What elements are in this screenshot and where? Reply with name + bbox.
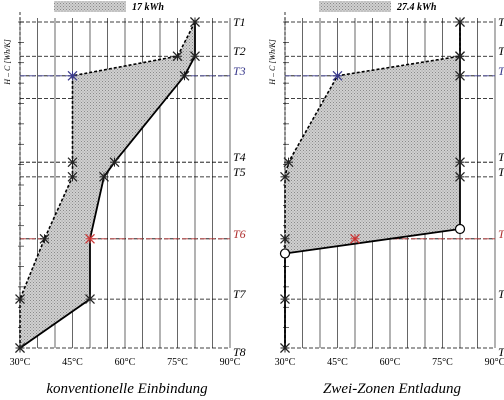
- data-point-marker: [280, 233, 290, 244]
- caption-right: Zwei-Zonen Entladung: [323, 381, 461, 397]
- open-point-marker: [279, 248, 291, 259]
- level-label-left-t1: T1: [233, 15, 246, 29]
- level-label-right-t5: T5: [498, 165, 504, 179]
- level-label-left-t3: T3: [233, 64, 246, 78]
- data-point-marker: [280, 171, 290, 182]
- data-point-marker: [67, 157, 78, 168]
- data-point-marker: [99, 171, 109, 182]
- level-label-left-t5: T5: [233, 165, 246, 179]
- caption-left: konventionelle Einbindung: [46, 381, 208, 397]
- x-tick-left-30: 30°C: [10, 357, 31, 368]
- shaded-area-left: [20, 22, 195, 348]
- level-labels-left: T1 T2 T3 T4 T5 T6 T7 T8: [233, 15, 247, 359]
- legend-swatch-right: [319, 1, 391, 12]
- data-point-marker: [109, 157, 120, 168]
- highlight-marker: [85, 233, 95, 244]
- data-point-marker: [190, 51, 200, 62]
- data-point-marker: [67, 171, 78, 182]
- cold-curve-left: [19, 21, 196, 348]
- chart-panel-right: 27.4 kWh H – C [Wh/K] Zwei-Zonen Entladu…: [268, 1, 504, 397]
- level-label-left-t7: T7: [233, 287, 247, 301]
- level-label-right-t6: T6: [498, 227, 504, 241]
- data-point-marker: [455, 171, 465, 182]
- x-tick-left-90: 90°C: [220, 357, 241, 368]
- level-label-right-t3: T3: [498, 64, 504, 78]
- data-point-marker: [455, 70, 465, 81]
- x-ticks-right: 30°C 45°C 60°C 75°C 90°C: [275, 357, 504, 368]
- level-label-left-t2: T2: [233, 44, 246, 58]
- level-label-right-t2: T2: [498, 44, 504, 58]
- data-point-marker: [280, 343, 290, 353]
- hot-curve-left: [19, 22, 196, 349]
- legend-swatch-left: [54, 1, 126, 12]
- data-point-marker: [190, 17, 200, 27]
- data-point-marker: [455, 17, 465, 27]
- x-ticks-left: 30°C 45°C 60°C 75°C 90°C: [10, 357, 241, 368]
- data-point-marker: [455, 157, 465, 168]
- markers-right: [279, 17, 466, 353]
- x-tick-left-60: 60°C: [115, 357, 136, 368]
- level-label-right-t4: T4: [498, 150, 504, 164]
- data-point-marker: [455, 51, 465, 62]
- x-tick-left-75: 75°C: [167, 357, 188, 368]
- highlight-marker: [350, 233, 360, 244]
- x-tick-left-45: 45°C: [62, 357, 83, 368]
- data-point-marker: [39, 233, 50, 244]
- highlight-marker: [67, 70, 78, 81]
- data-point-marker: [15, 343, 25, 353]
- x-tick-right-75: 75°C: [432, 357, 453, 368]
- legend-label-right: 27.4 kWh: [396, 2, 437, 13]
- y-axis-label-left: H – C [Wh/K]: [3, 39, 12, 86]
- data-point-marker: [172, 51, 183, 62]
- markers-left: [15, 17, 200, 353]
- data-point-marker: [179, 70, 190, 81]
- chart-panel-left: 17 kWh H – C [Wh/K] konventionelle Einbi…: [3, 1, 247, 397]
- open-point-marker: [454, 223, 466, 235]
- level-label-right-t1: T1: [498, 15, 504, 29]
- level-label-right-t7: T7: [498, 287, 504, 301]
- data-point-marker: [283, 157, 294, 168]
- level-label-left-t8: T8: [233, 345, 246, 359]
- level-labels-right: T1 T2 T3 T4 T5 T6 T7 T8: [498, 15, 504, 359]
- data-point-marker: [280, 294, 290, 305]
- level-label-right-t8: T8: [498, 345, 504, 359]
- level-label-left-t4: T4: [233, 150, 246, 164]
- data-point-marker: [15, 294, 25, 305]
- data-point-marker: [85, 294, 95, 305]
- x-tick-right-30: 30°C: [275, 357, 296, 368]
- shaded-area-right: [285, 22, 460, 348]
- x-tick-right-60: 60°C: [380, 357, 401, 368]
- legend-label-left: 17 kWh: [132, 2, 164, 13]
- x-tick-right-90: 90°C: [485, 357, 504, 368]
- y-axis-label-right: H – C [Wh/K]: [268, 39, 277, 86]
- highlight-marker: [332, 70, 343, 81]
- level-label-left-t6: T6: [233, 227, 246, 241]
- x-tick-right-45: 45°C: [327, 357, 348, 368]
